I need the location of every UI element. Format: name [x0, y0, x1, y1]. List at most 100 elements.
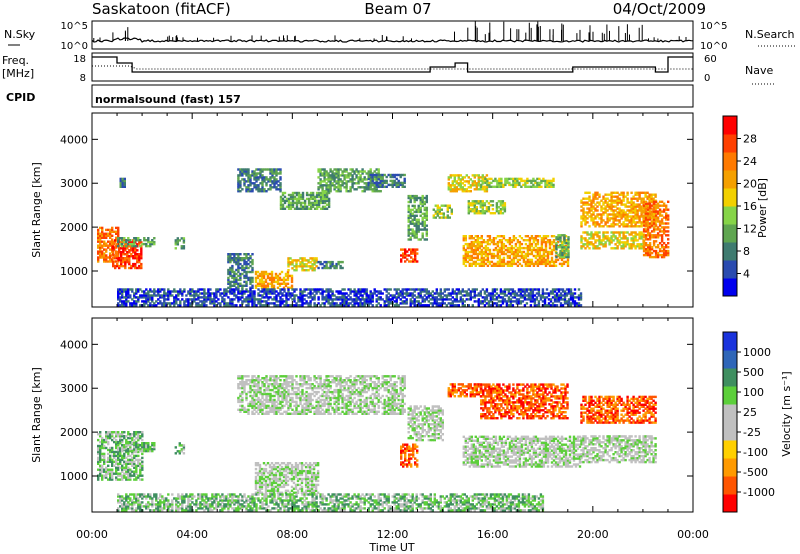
power-region-13	[400, 248, 419, 263]
time-tick-5: 20:00	[577, 528, 609, 541]
power-colorbar-swatch-3	[723, 224, 737, 243]
power-colorbar-tick-label-1: 8	[743, 245, 750, 258]
velocity-colorbar-tick-label-1: -500	[743, 466, 768, 479]
power-region-17	[480, 177, 555, 188]
time-tick-4: 16:00	[477, 528, 509, 541]
nsearch-tick-bottom: 10^0	[700, 41, 727, 52]
time-tick-1: 04:00	[176, 528, 208, 541]
velocity-colorbar-swatch-2	[723, 458, 737, 477]
velocity-colorbar-swatch-0	[723, 494, 737, 513]
time-tick-6: 00:00	[677, 528, 709, 541]
velocity-colorbar-swatch-9	[723, 332, 737, 351]
velocity-colorbar-tick-label-6: 500	[743, 366, 764, 379]
cpid-panel: CPID normalsound (fast) 157	[6, 84, 694, 108]
nsky-panel: N.Sky 10^5 10^0 10^5 10^0 N.Search	[4, 20, 796, 52]
power-region-21	[580, 191, 657, 228]
velocity-colorbar-swatch-7	[723, 368, 737, 387]
power-ytick-label-0: 1000	[60, 265, 88, 278]
power-region-2	[117, 237, 156, 248]
power-colorbar-swatch-8	[723, 134, 737, 153]
power-region-15	[432, 204, 453, 219]
power-region-23	[642, 200, 670, 259]
power-panel: 1000 2000 3000 4000 Slant Range [km]	[30, 112, 694, 308]
power-colorbar-swatch-5	[723, 188, 737, 207]
time-tick-labels: 00:00 04:00 08:00 12:00 16:00 20:00 00:00	[76, 528, 709, 541]
power-region-8	[317, 260, 344, 270]
velocity-region-4	[237, 375, 406, 415]
power-colorbar-tick-label-3: 16	[743, 200, 757, 213]
velocity-colorbar-swatch-3	[723, 440, 737, 459]
velocity-region-3	[254, 462, 320, 494]
power-region-6	[254, 270, 294, 289]
velocity-cells	[97, 375, 657, 512]
velocity-region-5	[400, 443, 419, 468]
power-colorbar-swatch-6	[723, 170, 737, 189]
nave-label: Nave	[745, 64, 773, 77]
cpid-label: CPID	[6, 91, 35, 104]
velocity-colorbar-swatch-1	[723, 476, 737, 495]
power-colorbar-tick-label-4: 20	[743, 178, 757, 191]
velocity-region-2	[174, 442, 186, 455]
freq-tick-bottom: 8	[80, 73, 86, 84]
freq-panel: Freq. [MHz] 18 8 60 0 Nave	[2, 52, 774, 85]
power-region-7	[287, 257, 318, 272]
velocity-region-1	[117, 442, 156, 453]
velocity-colorbar-swatch-5	[723, 404, 737, 423]
power-colorbar-tick-label-6: 28	[743, 133, 757, 146]
power-region-12	[367, 173, 406, 188]
nave-tick-bottom: 0	[704, 73, 710, 84]
nsearch-tick-top: 10^5	[700, 21, 727, 32]
power-colorbar-swatch-2	[723, 242, 737, 261]
time-tick-3: 12:00	[377, 528, 409, 541]
velocity-ylabel: Slant Range [km]	[30, 367, 43, 463]
power-colorbar-tick-label-2: 12	[743, 223, 757, 236]
power-colorbar-swatch-0	[723, 278, 737, 297]
velocity-ytick-label-3: 4000	[60, 338, 88, 351]
station-title: Saskatoon (fitACF)	[92, 0, 231, 18]
velocity-colorbar-frame	[722, 331, 738, 513]
power-region-16	[447, 174, 489, 193]
power-region-5	[227, 253, 254, 289]
power-region-20	[555, 234, 570, 259]
nsky-spikes	[93, 21, 687, 41]
velocity-colorbar-tick-label-3: -25	[743, 426, 761, 439]
velocity-colorbar-tick-label-5: 100	[743, 386, 764, 399]
freq-tick-top: 18	[73, 54, 86, 65]
velocity-region-6	[407, 405, 444, 442]
velocity-panel: 1000 2000 3000 4000 Slant Range [km]	[30, 317, 694, 513]
power-region-3	[174, 237, 186, 250]
nsky-line	[91, 37, 694, 43]
velocity-colorbar-tick-label-7: 1000	[743, 346, 771, 359]
power-region-10	[279, 191, 331, 210]
power-region-18	[462, 235, 570, 267]
velocity-ytick-label-0: 1000	[60, 470, 88, 483]
velocity-colorbar-label: Velocity [m s⁻¹]	[780, 371, 793, 456]
time-tick-2: 08:00	[276, 528, 308, 541]
velocity-colorbar-swatch-8	[723, 350, 737, 369]
velocity-region-7	[447, 383, 482, 398]
power-colorbar-swatch-9	[723, 116, 737, 135]
power-colorbar-swatch-4	[723, 206, 737, 225]
velocity-region-9	[462, 435, 582, 468]
power-region-9	[237, 168, 282, 193]
nsky-tick-top: 10^5	[61, 21, 88, 32]
velocity-region-8	[480, 383, 569, 420]
power-region-0	[97, 226, 120, 263]
velocity-region-10	[580, 395, 657, 424]
power-region-22	[580, 231, 645, 250]
velocity-colorbar: -1000 -500 -100 -25 25 100 500 1000	[722, 331, 775, 513]
velocity-region-12	[117, 493, 545, 512]
time-tick-0: 00:00	[76, 528, 108, 541]
nsky-label: N.Sky	[4, 28, 36, 41]
power-colorbar-tick-label-0: 4	[743, 268, 750, 281]
power-colorbar: 4 8 12 16 20 24 28	[722, 115, 757, 297]
power-colorbar-swatch-1	[723, 260, 737, 279]
freq-line	[92, 56, 693, 73]
velocity-colorbar-tick-label-4: 25	[743, 406, 757, 419]
freq-label: Freq.	[2, 54, 29, 67]
beam-label: Beam 07	[364, 0, 431, 18]
velocity-region-11	[580, 435, 657, 464]
power-region-19	[467, 200, 507, 215]
power-colorbar-label: Power [dB]	[756, 178, 769, 238]
